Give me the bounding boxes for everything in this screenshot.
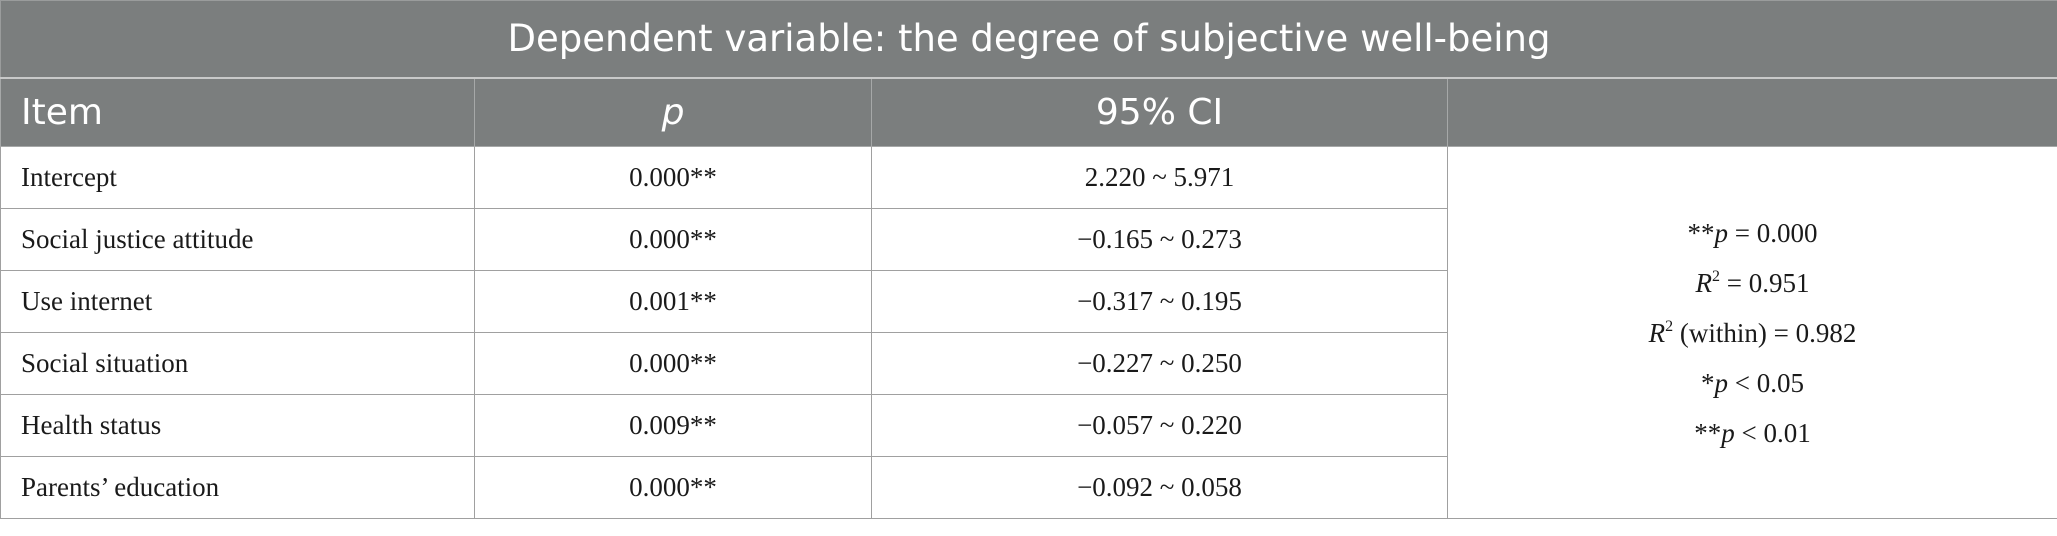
row-item: Use internet (0, 270, 475, 333)
header-p: p (474, 76, 872, 147)
row-p-value: 0.000** (474, 146, 872, 209)
row-ci: −0.165 ~ 0.273 (871, 208, 1448, 271)
row-item: Parents’ education (0, 456, 475, 519)
row-item: Health status (0, 394, 475, 457)
row-item: Social situation (0, 332, 475, 395)
table-row: Health status 0.009** −0.057 ~ 0.220 (0, 394, 2057, 457)
model-notes: **p = 0.000 R2 = 0.951 R2 (within) = 0.9… (1446, 146, 2057, 519)
row-p-value: 0.001** (474, 270, 872, 333)
row-item: Intercept (0, 146, 475, 209)
note-significance-05: *p < 0.05 (1701, 367, 1804, 398)
table-title-row: Dependent variable: the degree of subjec… (0, 0, 2057, 78)
note-r-squared: R2 = 0.951 (1695, 267, 1810, 298)
row-ci: −0.092 ~ 0.058 (871, 456, 1448, 519)
row-ci: −0.057 ~ 0.220 (871, 394, 1448, 457)
table-row: Intercept 0.000** 2.220 ~ 5.971 **p = 0.… (0, 146, 2057, 519)
header-item: Item (0, 76, 475, 147)
note-r-squared-within: R2 (within) = 0.982 (1648, 317, 1857, 348)
table-header-row: Item p 95% CI (0, 76, 2057, 147)
table-title: Dependent variable: the degree of subjec… (0, 0, 2057, 78)
row-item: Social justice attitude (0, 208, 475, 271)
header-ci: 95% CI (871, 76, 1448, 147)
row-p-value: 0.000** (474, 332, 872, 395)
row-ci: −0.317 ~ 0.195 (871, 270, 1448, 333)
note-significance-01: **p < 0.01 (1694, 417, 1811, 448)
row-ci: 2.220 ~ 5.971 (871, 146, 1448, 209)
header-notes (1446, 76, 2057, 147)
table-row: Parents’ education 0.000** −0.092 ~ 0.05… (0, 456, 2057, 519)
row-p-value: 0.000** (474, 456, 872, 519)
note-overall-p: **p = 0.000 (1687, 217, 1818, 248)
row-p-value: 0.009** (474, 394, 872, 457)
regression-table: Dependent variable: the degree of subjec… (0, 0, 2057, 519)
table-row: Social justice attitude 0.000** −0.165 ~… (0, 208, 2057, 271)
row-ci: −0.227 ~ 0.250 (871, 332, 1448, 395)
row-p-value: 0.000** (474, 208, 872, 271)
